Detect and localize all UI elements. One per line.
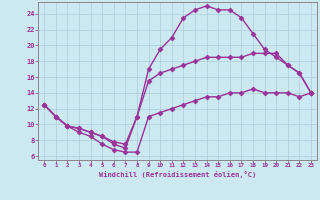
X-axis label: Windchill (Refroidissement éolien,°C): Windchill (Refroidissement éolien,°C) bbox=[99, 171, 256, 178]
